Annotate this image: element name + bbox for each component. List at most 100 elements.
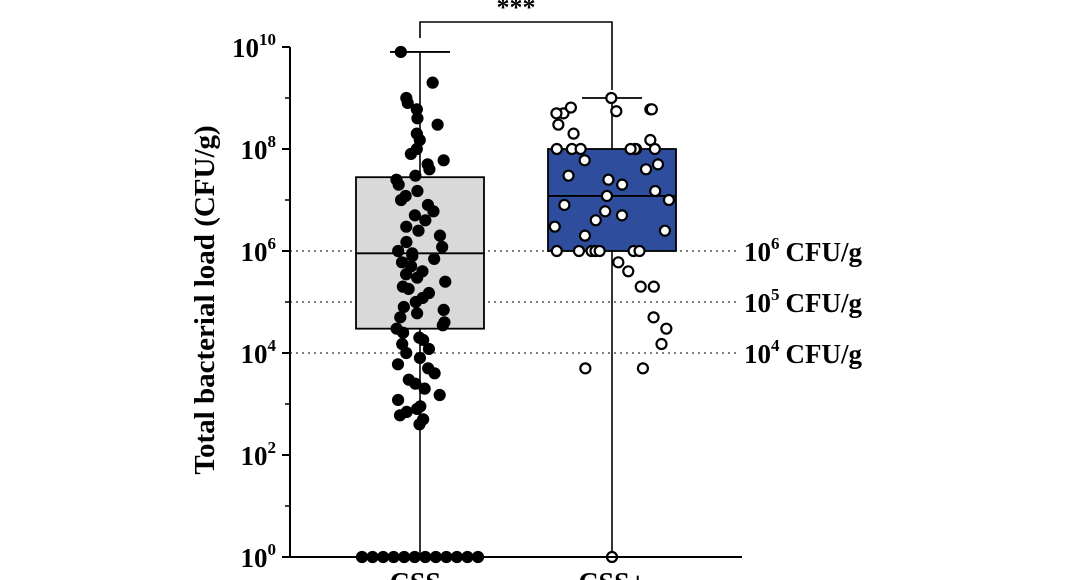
y-tick-label-exp: 10 [259, 30, 276, 49]
y-tick-label-2: 104 [241, 336, 277, 369]
reference-label-base: 10 [744, 237, 771, 267]
data-point [421, 198, 435, 212]
data-point [392, 244, 405, 258]
data-point [552, 118, 565, 131]
data-point [436, 240, 449, 254]
data-point [394, 45, 407, 59]
data-point [550, 142, 563, 156]
reference-label-unit: CFU/g [786, 237, 863, 267]
data-point [431, 118, 444, 131]
data-point [550, 244, 563, 258]
reference-label-0: 106 CFU/g [744, 234, 862, 267]
y-tick-label-base: 10 [241, 543, 268, 573]
reference-label-base: 10 [744, 339, 771, 369]
data-point [622, 265, 635, 278]
data-point [602, 173, 615, 186]
category-label-0: CSS- [390, 568, 451, 580]
data-point [396, 280, 409, 293]
data-point [406, 247, 419, 260]
data-point [397, 300, 410, 314]
data-point [396, 337, 409, 351]
y-tick-label-exp: 6 [268, 234, 277, 253]
data-point [564, 101, 577, 114]
data-point [615, 209, 629, 222]
y-tick-label-4: 108 [241, 132, 277, 165]
data-point [408, 209, 421, 222]
data-point [658, 224, 672, 237]
y-tick-label-1: 102 [241, 438, 277, 471]
data-point [394, 311, 407, 324]
reference-label-exp: 6 [771, 234, 780, 253]
significance-label: *** [497, 0, 536, 22]
data-point [400, 91, 413, 105]
data-point [562, 169, 575, 182]
y-tick-label-exp: 0 [268, 540, 277, 559]
data-point [402, 373, 415, 386]
reference-label-unit: CFU/g [786, 288, 863, 318]
y-tick-label-3: 106 [241, 234, 277, 267]
data-point [439, 275, 452, 288]
reference-label-base: 10 [744, 288, 771, 318]
data-point [651, 158, 665, 171]
significance-line [419, 21, 613, 90]
y-tick-label-5: 1010 [232, 30, 276, 63]
data-point [655, 337, 668, 351]
data-point [409, 169, 422, 182]
x-axis-categories: CSS- CSS+ [390, 568, 646, 580]
data-point [410, 127, 423, 140]
y-tick-label-base: 10 [241, 441, 268, 471]
data-point [412, 224, 425, 237]
data-point [400, 220, 413, 233]
data-point [399, 189, 412, 203]
data-point [567, 127, 580, 140]
data-point [610, 105, 623, 118]
data-point [411, 184, 424, 198]
data-point [558, 198, 571, 212]
reference-label-2: 104 CFU/g [744, 336, 862, 369]
data-point [433, 229, 447, 242]
data-point [426, 76, 439, 89]
data-point [391, 393, 405, 407]
data-point [616, 178, 629, 191]
data-point [593, 244, 606, 258]
data-point [660, 322, 673, 335]
reference-label-1: 105 CFU/g [744, 285, 862, 318]
data-point [634, 280, 647, 293]
data-point [421, 158, 434, 171]
data-point [437, 303, 450, 316]
data-point [645, 103, 658, 116]
data-point [410, 307, 424, 320]
data-point [572, 244, 586, 258]
data-point [438, 316, 451, 329]
significance-bracket: *** [419, 0, 613, 90]
data-point [418, 382, 431, 395]
y-tick-label-base: 10 [241, 135, 268, 165]
y-axis-label: Total bacterial load (CFU/g) [189, 125, 221, 474]
data-point [417, 413, 430, 426]
data-point [413, 331, 426, 344]
data-point [422, 286, 436, 300]
data-point [605, 91, 618, 105]
y-tick-label-exp: 8 [268, 132, 277, 151]
data-point [579, 362, 592, 375]
data-point [550, 107, 563, 120]
data-point [422, 342, 436, 356]
data-point [428, 252, 441, 265]
data-point [662, 193, 676, 207]
data-point [437, 154, 450, 167]
data-points [355, 45, 676, 564]
data-point [395, 256, 409, 269]
data-point [636, 362, 650, 375]
data-point [612, 256, 625, 269]
data-point [574, 142, 587, 156]
data-point [390, 322, 403, 335]
data-point [647, 280, 660, 293]
y-tick-label-0: 100 [241, 540, 277, 573]
data-point [413, 351, 427, 365]
y-tick-label-base: 10 [241, 237, 268, 267]
data-point [639, 163, 653, 176]
data-point [633, 244, 646, 258]
